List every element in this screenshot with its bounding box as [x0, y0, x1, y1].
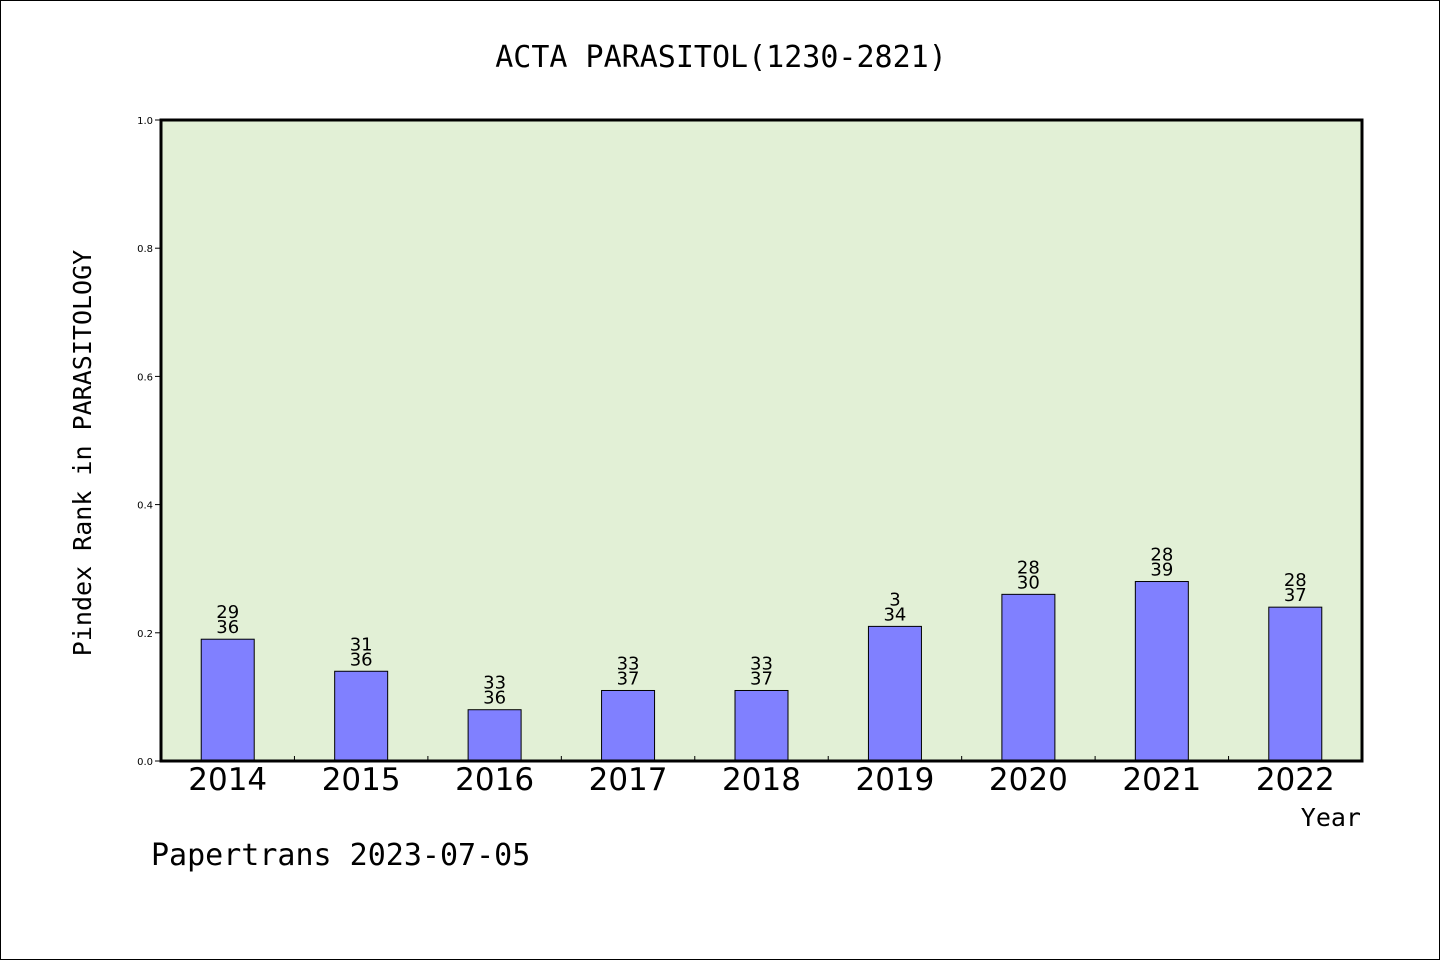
x-tick-label: 2020	[989, 762, 1068, 798]
bar-2018	[734, 689, 789, 762]
data-label-bottom: 37	[617, 668, 640, 689]
data-label-bottom: 30	[1017, 572, 1040, 593]
y-tick-label: 0.4	[137, 501, 153, 512]
y-tick-label: 0.2	[137, 629, 153, 640]
data-label-top: 29	[216, 602, 239, 623]
data-label-bottom: 36	[483, 688, 506, 709]
x-tick-label: 2018	[722, 762, 801, 798]
data-label-top: 28	[1284, 570, 1307, 591]
data-label-top: 33	[617, 653, 640, 674]
data-label-bottom: 36	[216, 617, 239, 638]
data-label-bottom: 37	[1284, 585, 1307, 606]
x-tick-label: 2017	[589, 762, 668, 798]
x-tick-label: 2021	[1122, 762, 1201, 798]
bar-2020	[1001, 593, 1056, 762]
x-axis-label: Year	[1301, 803, 1361, 832]
data-label-top: 31	[350, 634, 373, 655]
bar-2016	[467, 709, 522, 762]
data-label-bottom: 34	[883, 604, 906, 625]
footer-credit: Papertrans 2023-07-05	[151, 838, 530, 873]
data-label-top: 28	[1017, 557, 1040, 578]
bar-2015	[334, 670, 389, 762]
data-label-top: 33	[750, 653, 773, 674]
data-label-bottom: 39	[1150, 560, 1173, 581]
data-label-top: 33	[483, 673, 506, 694]
bar-2014	[200, 638, 255, 762]
bars	[200, 581, 1323, 762]
bar-2022	[1268, 606, 1323, 762]
x-tick-label: 2016	[455, 762, 534, 798]
y-tick-label: 0.0	[137, 757, 153, 768]
y-axis: 0.0 0.2 0.4 0.6 0.8 1.0	[137, 116, 161, 768]
x-tick-label: 2019	[855, 762, 934, 798]
x-tick-label: 2015	[322, 762, 401, 798]
y-tick-label: 0.6	[137, 372, 153, 383]
bar-2019	[867, 625, 922, 762]
y-tick-label: 0.8	[137, 244, 153, 255]
data-label-bottom: 37	[750, 668, 773, 689]
plot-frame	[159, 118, 1364, 763]
x-tick-label: 2022	[1256, 762, 1335, 798]
y-axis-label: Pindex Rank in PARASITOLOGY	[68, 250, 97, 656]
data-label-top: 28	[1150, 545, 1173, 566]
bar-2017	[601, 689, 656, 762]
x-tick-label: 2014	[188, 762, 267, 798]
data-label-top: 3	[889, 589, 900, 610]
y-tick-label: 1.0	[137, 116, 153, 127]
x-axis: 2014 2015 2016 2017 2018 2019 2020 2021 2022	[188, 756, 1335, 798]
data-label-bottom: 36	[350, 649, 373, 670]
bar-2021	[1134, 581, 1189, 762]
chart-title: ACTA PARASITOL(1230-2821)	[495, 40, 947, 75]
